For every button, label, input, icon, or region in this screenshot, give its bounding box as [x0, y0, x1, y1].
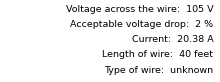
Text: Current:  20.38 A: Current: 20.38 A — [132, 35, 213, 44]
Text: Type of wire:  unknown: Type of wire: unknown — [104, 66, 213, 75]
Text: Acceptable voltage drop:  2 %: Acceptable voltage drop: 2 % — [70, 20, 213, 29]
Text: Length of wire:  40 feet: Length of wire: 40 feet — [102, 50, 213, 59]
Text: Voltage across the wire:  105 V: Voltage across the wire: 105 V — [66, 5, 213, 14]
